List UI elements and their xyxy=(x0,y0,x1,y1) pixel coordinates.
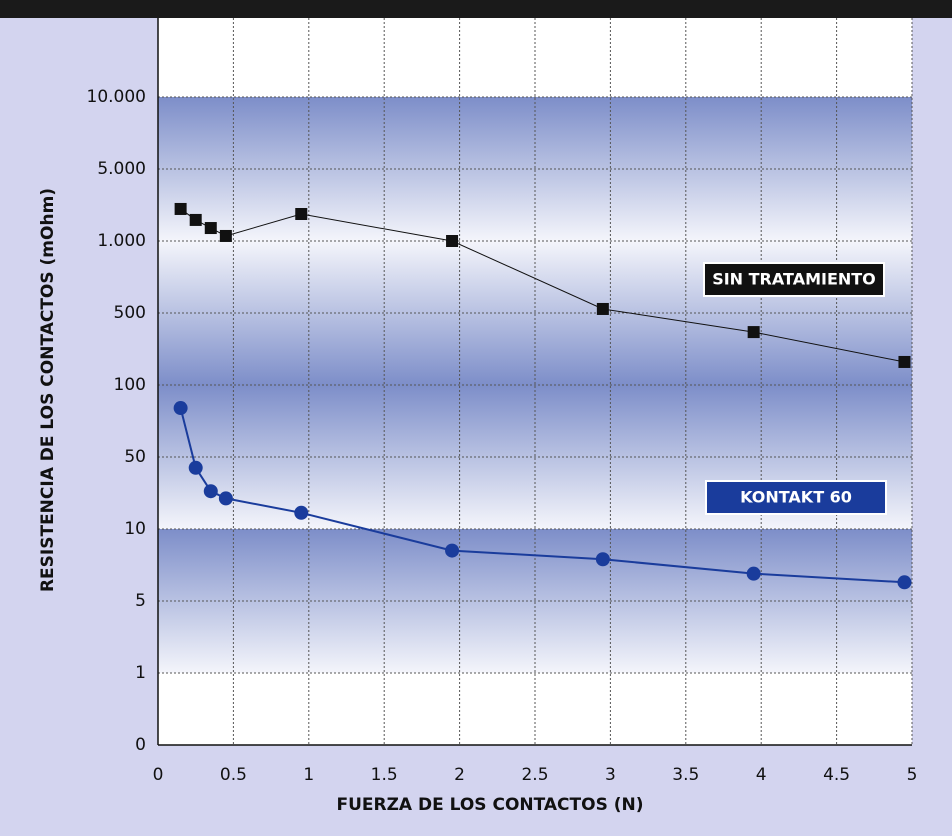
y-tick-label: 10.000 xyxy=(87,87,146,107)
x-tick-label: 0.5 xyxy=(220,765,247,785)
y-tick-label: 500 xyxy=(114,303,146,323)
marker xyxy=(218,491,233,506)
marker xyxy=(898,355,911,368)
marker xyxy=(173,401,188,416)
y-tick-label: 1 xyxy=(135,663,146,683)
y-tick-label: 5.000 xyxy=(97,159,146,179)
y-tick-label: 50 xyxy=(124,447,146,467)
x-tick-label: 2 xyxy=(454,765,465,785)
y-tick-label: 0 xyxy=(135,735,146,755)
legend-box xyxy=(705,480,887,515)
marker xyxy=(219,229,232,242)
x-tick-label: 0 xyxy=(153,765,164,785)
marker xyxy=(446,235,459,247)
marker xyxy=(747,326,760,339)
y-axis-label: RESISTENCIA DE LOS CONTACTOS (mOhm) xyxy=(38,188,58,592)
x-tick-label: 3 xyxy=(605,765,616,785)
x-tick-label: 1 xyxy=(303,765,314,785)
y-tick-label: 1.000 xyxy=(97,231,146,251)
marker xyxy=(204,222,217,235)
x-tick-label: 4.5 xyxy=(823,765,850,785)
legend-label: SIN TRATAMIENTO xyxy=(712,270,876,289)
marker xyxy=(174,202,187,215)
x-tick-label: 3.5 xyxy=(672,765,699,785)
marker xyxy=(189,213,202,226)
marker xyxy=(445,543,460,558)
marker xyxy=(295,208,308,220)
legend-box xyxy=(703,262,885,297)
x-axis-label: FUERZA DE LOS CONTACTOS (N) xyxy=(336,795,643,815)
marker xyxy=(294,505,309,520)
marker xyxy=(188,460,203,475)
top-bar xyxy=(0,0,952,18)
marker xyxy=(595,552,610,567)
marker xyxy=(746,566,761,581)
x-tick-label: 1.5 xyxy=(371,765,398,785)
marker xyxy=(596,302,609,315)
y-tick-label: 100 xyxy=(114,375,146,395)
x-tick-label: 5 xyxy=(907,765,918,785)
x-tick-label: 2.5 xyxy=(521,765,548,785)
x-tick-label: 4 xyxy=(756,765,767,785)
marker xyxy=(203,484,218,499)
legend-label: KONTAKT 60 xyxy=(740,488,852,507)
y-tick-label: 5 xyxy=(135,591,146,611)
marker xyxy=(897,575,912,590)
y-tick-label: 10 xyxy=(124,519,146,539)
